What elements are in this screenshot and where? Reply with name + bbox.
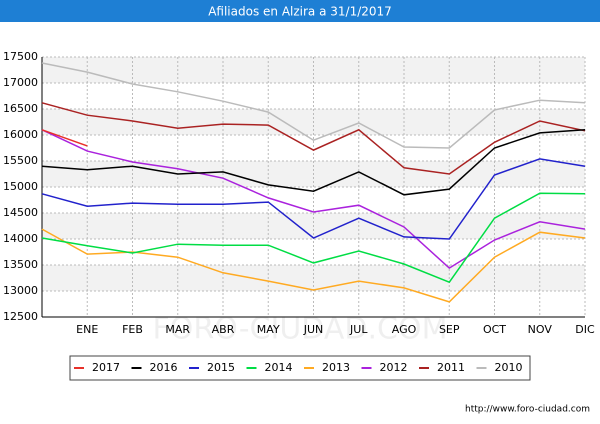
y-tick-label: 13500 (3, 258, 38, 271)
y-tick-label: 17000 (3, 76, 38, 89)
legend-label: 2012 (380, 361, 408, 374)
x-tick-label: SEP (439, 323, 460, 336)
legend-label: 2017 (92, 361, 120, 374)
series-line (41, 228, 586, 303)
x-tick-label: DIC (575, 323, 595, 336)
x-tick-label: MAY (257, 323, 280, 336)
series-line (41, 158, 586, 240)
x-tick-label: ENE (76, 323, 98, 336)
x-tick-label: AGO (392, 323, 417, 336)
y-tick-label: 15500 (3, 154, 38, 167)
series-line (41, 129, 586, 196)
x-tick-label: NOV (528, 323, 553, 336)
title-bar (0, 0, 600, 22)
legend-label: 2010 (495, 361, 523, 374)
series-line (41, 192, 586, 284)
legend-label: 2015 (207, 361, 235, 374)
x-tick-label: MAR (165, 323, 190, 336)
x-tick-label: JUN (303, 323, 324, 336)
legend-label: 2014 (265, 361, 293, 374)
x-tick-label: OCT (483, 323, 506, 336)
footer: http://www.foro-ciudad.com (465, 405, 590, 415)
legend-label: 2013 (322, 361, 350, 374)
chart-title: Afiliados en Alzira a 31/1/2017 (208, 5, 392, 19)
y-tick-label: 12500 (3, 310, 38, 323)
series-line (41, 102, 586, 175)
y-tick-label: 14000 (3, 232, 38, 245)
legend-label: 2016 (150, 361, 178, 374)
series-line (41, 129, 586, 270)
x-tick-label: FEB (122, 323, 143, 336)
series-line (41, 129, 88, 147)
x-tick-label: JUL (349, 323, 368, 336)
legend (69, 355, 531, 381)
y-tick-label: 16000 (3, 128, 38, 141)
x-tick-label: ABR (212, 323, 235, 336)
y-tick-label: 17500 (3, 50, 38, 63)
legend-label: 2011 (437, 361, 465, 374)
y-tick-label: 13000 (3, 284, 38, 297)
y-tick-label: 15000 (3, 180, 38, 193)
series-line (41, 62, 586, 149)
y-tick-label: 16500 (3, 102, 38, 115)
y-tick-label: 14500 (3, 206, 38, 219)
